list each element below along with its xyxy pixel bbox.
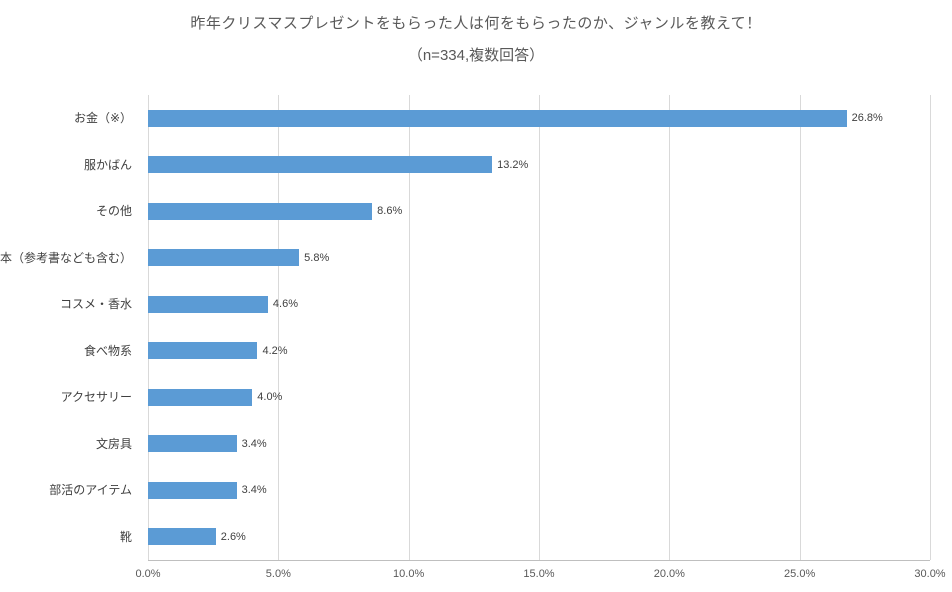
category-labels: お金（※） 服かばんその他本（参考書なども含む） コスメ・香水食べ物系アクセサリー文… xyxy=(0,95,140,560)
bar xyxy=(148,156,493,174)
bar xyxy=(148,295,268,313)
bar-row: 4.0% xyxy=(148,374,930,421)
bar xyxy=(148,435,237,453)
bar xyxy=(148,109,847,127)
x-axis-ticks: 0.0% 5.0% 10.0% 15.0% 20.0% 25.0% 30.0% xyxy=(135,568,945,588)
category-label: 靴 xyxy=(119,529,132,544)
plot-area: 26.8% 13.2% 8.6% 5.8% 4.6% 4.2% 4.0% 3.4% 3.4% 2.… xyxy=(148,95,931,561)
value-label: 8.6% xyxy=(377,205,403,218)
category-label: 服かばん xyxy=(83,157,132,172)
bar-rows: 26.8% 13.2% 8.6% 5.8% 4.6% 4.2% 4.0% 3.4% 3.4% 2.… xyxy=(148,95,930,560)
gridline xyxy=(539,95,540,560)
value-label: 5.8% xyxy=(304,251,330,264)
bar xyxy=(148,388,253,406)
x-tick-label: 5.0% xyxy=(265,568,291,580)
chart-subtitle: （n=334,複数回答） xyxy=(407,47,545,64)
category-label: コスメ・香水 xyxy=(59,297,132,312)
bar xyxy=(148,249,300,267)
gridline xyxy=(148,95,149,560)
gridline xyxy=(278,95,280,560)
gridline xyxy=(799,95,801,560)
bar xyxy=(148,528,216,546)
bar-row: 26.8% xyxy=(148,95,930,142)
category-label: アクセサリー xyxy=(60,390,132,405)
category-label: お金（※） xyxy=(73,111,132,126)
value-label: 4.2% xyxy=(262,344,288,357)
category-label: その他 xyxy=(95,204,132,219)
x-tick-label: 10.0% xyxy=(393,568,425,580)
bar-row: 8.6% xyxy=(148,188,930,235)
value-label: 13.2% xyxy=(497,158,529,171)
value-label: 3.4% xyxy=(241,437,267,450)
category-label: 文房具 xyxy=(95,436,132,451)
x-tick-label: 20.0% xyxy=(653,568,685,580)
gridline xyxy=(669,95,671,560)
x-tick-label: 30.0% xyxy=(914,568,946,580)
bar-row: 3.4% xyxy=(148,467,930,514)
gridline xyxy=(408,95,410,560)
bar-row: 13.2% xyxy=(148,142,930,189)
bar-row: 4.2% xyxy=(148,328,930,375)
bar-row: 2.6% xyxy=(148,514,930,561)
value-label: 3.4% xyxy=(241,484,267,497)
chart-title: 昨年クリスマスプレゼントをもらった人は何をもらったのか、ジャンルを教えて！ xyxy=(190,15,762,32)
bar xyxy=(148,481,237,499)
value-label: 2.6% xyxy=(220,530,246,543)
bar xyxy=(148,342,258,360)
value-label: 4.6% xyxy=(272,298,298,311)
value-label: 4.0% xyxy=(257,391,283,404)
bar-row: 3.4% xyxy=(148,421,930,468)
gridline xyxy=(930,95,931,560)
x-tick-label: 0.0% xyxy=(135,568,161,580)
category-label: 本（参考書なども含む） xyxy=(0,250,133,265)
bar-row: 5.8% xyxy=(148,235,930,282)
x-tick-label: 15.0% xyxy=(523,568,555,580)
x-tick-label: 25.0% xyxy=(784,568,816,580)
value-label: 26.8% xyxy=(851,112,883,125)
category-label: 食べ物系 xyxy=(83,343,132,358)
bar xyxy=(148,202,373,220)
category-label: 部活のアイテム xyxy=(49,483,132,498)
bar-row: 4.6% xyxy=(148,281,930,328)
